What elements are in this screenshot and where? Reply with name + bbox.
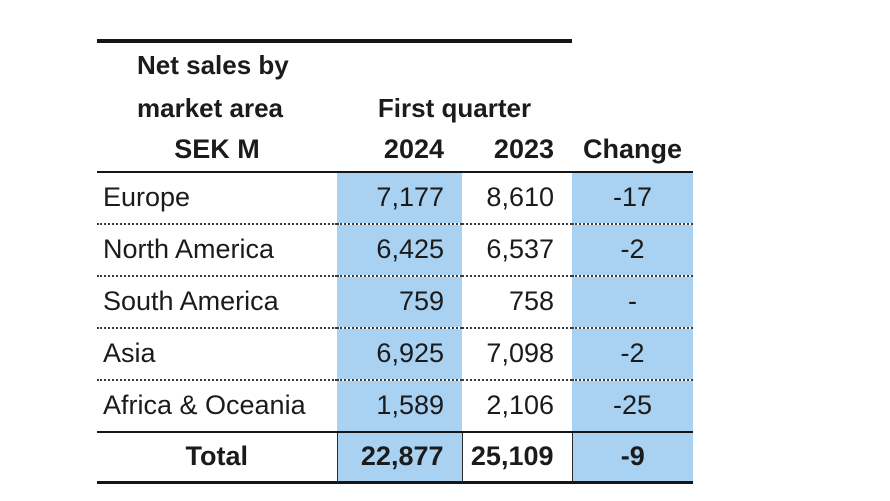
total-label: Total bbox=[97, 432, 337, 484]
row-label: South America bbox=[97, 276, 337, 329]
cell-2023: 6,537 bbox=[462, 224, 572, 277]
cell-2024: 6,925 bbox=[337, 328, 462, 381]
net-sales-table: Net sales by market area First quarter S… bbox=[97, 39, 693, 484]
table-row-south-america: South America 759 758 - bbox=[97, 276, 693, 329]
cell-2024: 1,589 bbox=[337, 380, 462, 433]
title-row-1: Net sales by bbox=[97, 39, 693, 87]
row-label: Africa & Oceania bbox=[97, 380, 337, 433]
column-header-row: SEK M 2024 2023 Change bbox=[97, 129, 693, 173]
cell-change: -2 bbox=[572, 328, 693, 381]
cell-change: -25 bbox=[572, 380, 693, 433]
row-label: North America bbox=[97, 224, 337, 277]
cell-2023: 2,106 bbox=[462, 380, 572, 433]
cell-change: -17 bbox=[572, 172, 693, 225]
total-change: -9 bbox=[571, 432, 693, 484]
total-2024: 22,877 bbox=[336, 432, 462, 484]
table-body: Europe 7,177 8,610 -17 North America 6,4… bbox=[97, 172, 693, 433]
header-spacer bbox=[462, 39, 572, 87]
header-spacer bbox=[572, 87, 693, 129]
cell-change: -2 bbox=[572, 224, 693, 277]
cell-2024: 759 bbox=[337, 276, 462, 329]
table-title-line2: market area bbox=[137, 92, 283, 123]
table-row-africa-oceania: Africa & Oceania 1,589 2,106 -25 bbox=[97, 380, 693, 433]
cell-2024: 7,177 bbox=[337, 172, 462, 225]
table-row-total: Total 22,877 25,109 -9 bbox=[97, 432, 693, 484]
col-header-2024: 2024 bbox=[337, 129, 462, 173]
cell-2024: 6,425 bbox=[337, 224, 462, 277]
title-row-2: market area First quarter bbox=[97, 87, 693, 129]
col-header-2023: 2023 bbox=[462, 129, 572, 173]
table-header: Net sales by market area First quarter S… bbox=[97, 39, 693, 173]
cell-2023: 8,610 bbox=[462, 172, 572, 225]
col-header-change: Change bbox=[572, 129, 693, 173]
table-footer: Total 22,877 25,109 -9 bbox=[97, 432, 693, 484]
header-spacer bbox=[337, 39, 462, 87]
group-header-first-quarter: First quarter bbox=[377, 92, 532, 123]
cell-2023: 758 bbox=[462, 276, 572, 329]
row-label: Europe bbox=[97, 172, 337, 225]
cell-change: - bbox=[572, 276, 693, 329]
col-header-sek-m: SEK M bbox=[97, 129, 337, 173]
table-title-line1: Net sales by bbox=[97, 39, 337, 87]
table-row-europe: Europe 7,177 8,610 -17 bbox=[97, 172, 693, 225]
row-label: Asia bbox=[97, 328, 337, 381]
header-spacer bbox=[572, 41, 693, 87]
table-row-north-america: North America 6,425 6,537 -2 bbox=[97, 224, 693, 277]
total-2023: 25,109 bbox=[461, 432, 572, 484]
table-row-asia: Asia 6,925 7,098 -2 bbox=[97, 328, 693, 381]
cell-2023: 7,098 bbox=[462, 328, 572, 381]
